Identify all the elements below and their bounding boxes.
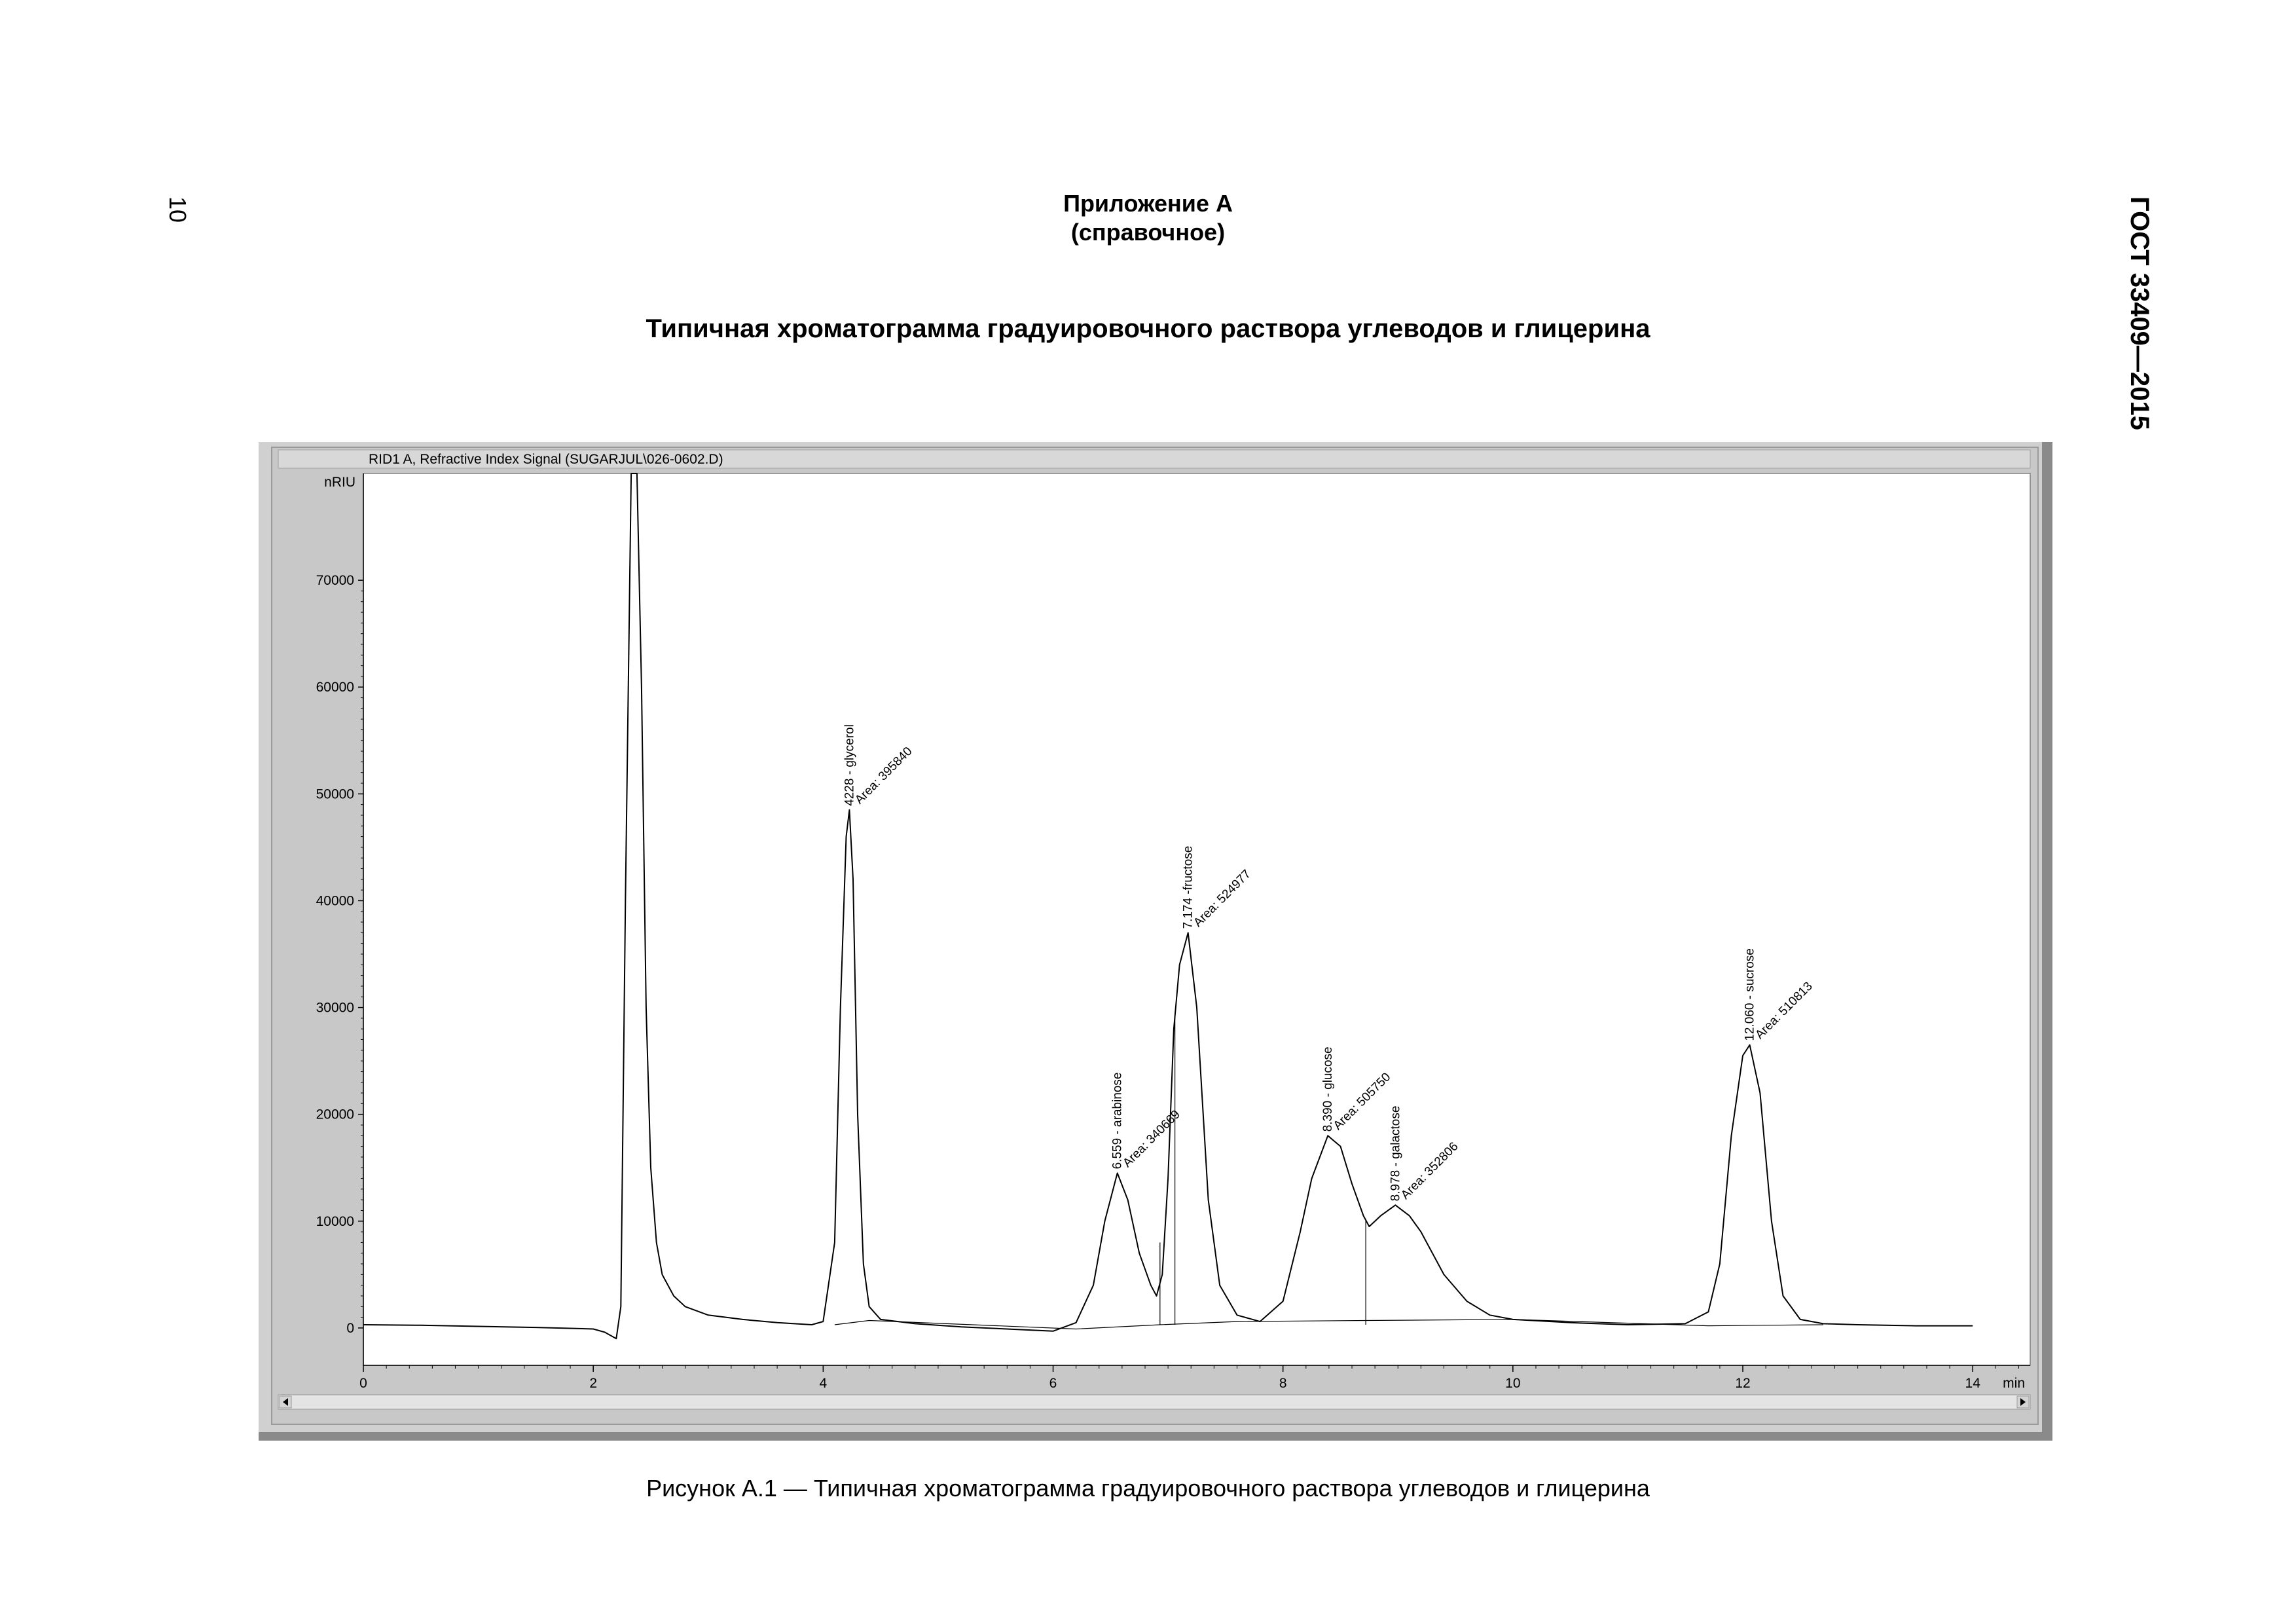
peak-name-label: 4228 - glycerol bbox=[843, 724, 856, 806]
peak-name-label: 6.559 - arabinose bbox=[1111, 1073, 1125, 1170]
x-tick-label: 2 bbox=[589, 1376, 597, 1391]
x-ticks: 0 2 4 6 8 10 12 14 bbox=[359, 1365, 2019, 1391]
window-shadow-bottom bbox=[259, 1432, 2052, 1441]
plot-area bbox=[363, 473, 2031, 1366]
chromatogram-window: RID1 A, Refractive Index Signal (SUGARJU… bbox=[259, 442, 2052, 1441]
title-bar bbox=[278, 449, 2031, 469]
peak-drop-lines bbox=[1159, 1016, 1366, 1325]
y-axis-label: nRIU bbox=[324, 475, 355, 490]
y-tick-label: 30000 bbox=[316, 1001, 354, 1016]
x-axis-label: min bbox=[2003, 1376, 2025, 1391]
chromatogram-traces bbox=[363, 473, 1973, 1340]
appendix-title: Приложение А bbox=[1063, 190, 1233, 217]
signal-trace bbox=[363, 473, 1973, 1340]
horizontal-scrollbar[interactable] bbox=[278, 1394, 2031, 1410]
x-tick-label: 14 bbox=[1965, 1376, 1981, 1391]
y-tick-label: 70000 bbox=[316, 573, 354, 588]
y-tick-label: 0 bbox=[346, 1321, 354, 1336]
page-heading: Типичная хроматограмма градуировочного р… bbox=[646, 314, 1650, 343]
y-tick-label: 20000 bbox=[316, 1107, 354, 1122]
peak-name-label: 7.174 -fructose bbox=[1182, 846, 1195, 929]
x-tick-label: 8 bbox=[1279, 1376, 1287, 1391]
x-tick-label: 12 bbox=[1735, 1376, 1750, 1391]
figure-caption: Рисунок А.1 — Типичная хроматограмма гра… bbox=[646, 1475, 1650, 1502]
arrow-left-icon bbox=[283, 1398, 288, 1406]
peak-name-label: 8.390 - glucose bbox=[1321, 1046, 1335, 1132]
peak-name-label: 12.060 - sucrose bbox=[1743, 948, 1757, 1041]
x-tick-label: 10 bbox=[1505, 1376, 1520, 1391]
y-tick-label: 10000 bbox=[316, 1214, 354, 1229]
baseline-trace bbox=[834, 1319, 1823, 1330]
y-tick-label: 50000 bbox=[316, 786, 354, 802]
window-shadow-right bbox=[2042, 442, 2052, 1441]
y-tick-label: 40000 bbox=[316, 893, 354, 908]
appendix-note: (справочное) bbox=[1070, 219, 1226, 246]
y-ticks: 0 10000 20000 30000 40000 50000 60000 70000 bbox=[316, 573, 363, 1336]
chromatogram-chart: RID1 A, Refractive Index Signal (SUGARJU… bbox=[259, 442, 2052, 1441]
x-tick-label: 6 bbox=[1049, 1376, 1057, 1391]
x-tick-label: 4 bbox=[820, 1376, 828, 1391]
x-tick-label: 0 bbox=[359, 1376, 367, 1391]
chart-title: RID1 A, Refractive Index Signal (SUGARJU… bbox=[369, 452, 723, 467]
arrow-right-icon bbox=[2020, 1398, 2026, 1406]
y-tick-label: 60000 bbox=[316, 680, 354, 695]
peak-name-label: 8.978 - galactose bbox=[1389, 1106, 1402, 1202]
